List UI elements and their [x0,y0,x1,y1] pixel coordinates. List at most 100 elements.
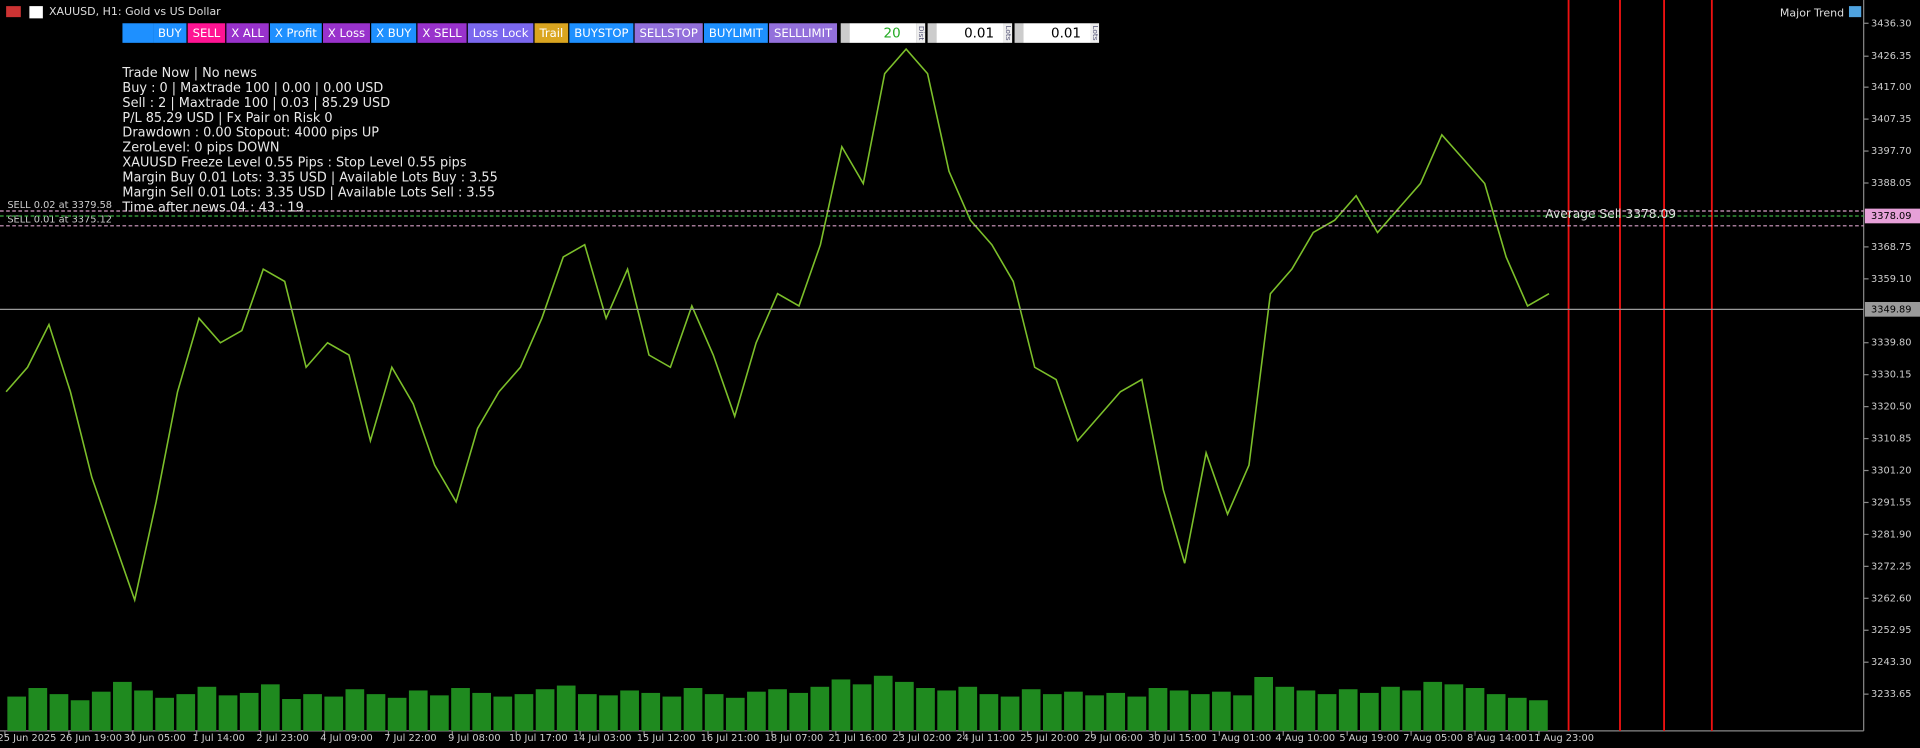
average-axis-bg [1864,208,1920,224]
toolbar-button[interactable] [153,23,187,43]
volume-bar [704,694,724,731]
input-box[interactable] [849,23,917,43]
toolbar-button-label[interactable]: X BUY [376,26,412,40]
info-line: Margin Buy 0.01 Lots: 3.35 USD | Availab… [122,171,497,186]
volume-bar [176,694,196,731]
toolbar-button[interactable] [634,23,703,43]
volume-bar [916,688,935,731]
spin-minus[interactable] [1014,23,1024,43]
x-tick-label: 23 Jul 02:00 [892,733,951,744]
y-tick-label: 3339.80 [1871,338,1911,349]
y-tick-label: 3281.90 [1871,529,1911,540]
toolbar-button[interactable] [371,23,417,43]
input-box[interactable] [1023,23,1091,43]
input-caption: Lots [1091,25,1100,40]
y-tick-label: 3397.70 [1871,146,1911,157]
volume-bar [113,681,132,731]
volume-bar [831,679,851,731]
toolbar-button-label[interactable]: X ALL [231,26,264,40]
current-axis-label: 3349.89 [1871,304,1911,315]
chart-icon [29,6,43,19]
toolbar-button-label[interactable]: Trail [538,26,563,40]
volume-bar [493,696,513,731]
toolbar-button-label[interactable]: SELLLIMIT [774,26,833,40]
input-value[interactable]: 0.01 [964,27,994,42]
price-line [5,47,1550,603]
input-caption: Lots [1004,25,1013,40]
toolbar-button-label[interactable]: SELLSTOP [640,26,698,40]
x-tick-label: 29 Jul 06:00 [1084,733,1143,744]
x-tick-label: 4 Aug 10:00 [1275,733,1335,744]
volume-bar [1106,692,1126,731]
volume-bar [1042,694,1062,731]
caption-box [1090,23,1100,43]
x-tick-label: 25 Jun 2025 [0,733,56,744]
volume-bar [958,686,978,731]
spin-minus[interactable] [840,23,850,43]
toolbar-button-label[interactable]: BUYLIMIT [709,26,764,40]
toolbar-button[interactable] [323,23,370,43]
x-tick-label: 7 Aug 05:00 [1403,733,1463,744]
x-tick-label: 1 Aug 01:00 [1212,733,1272,744]
volume-bar [134,690,153,731]
volume-bar [1359,692,1379,731]
average-axis-label: 3378.09 [1871,211,1911,222]
x-tick-label: 26 Jun 19:00 [60,733,122,744]
x-tick-label: 16 Jul 21:00 [701,733,760,744]
toolbar-button[interactable] [187,23,226,43]
toolbar-button[interactable] [534,23,569,43]
y-tick-label: 3407.35 [1871,114,1911,125]
input-box[interactable] [936,23,1004,43]
volume-bar [1338,689,1358,731]
y-tick-label: 3330.15 [1871,370,1911,381]
spin-minus[interactable] [927,23,937,43]
x-tick-label: 15 Jul 12:00 [637,733,696,744]
x-tick-label: 30 Jun 05:00 [124,733,186,744]
volume-bar [1254,676,1273,731]
toolbar-button[interactable] [226,23,269,43]
volume-bar [260,684,280,731]
x-tick-label: 1 Jul 14:00 [192,733,244,744]
order-label: SELL 0.01 at 3375.12 [7,215,112,226]
toolbar-button-label[interactable]: X Profit [275,26,317,40]
volume-bar [683,688,703,731]
menu-button[interactable] [122,23,154,43]
volume-bar [1507,697,1527,731]
volume-bar [218,695,238,731]
toolbar-button[interactable] [703,23,768,43]
toolbar-button-label[interactable]: Loss Lock [473,26,529,40]
y-tick-label: 3436.30 [1871,18,1911,29]
y-tick-label: 3262.60 [1871,593,1911,604]
toolbar-button[interactable] [417,23,467,43]
input-value[interactable]: 0.01 [1051,27,1081,42]
toolbar-button-label[interactable]: BUY [158,26,182,40]
toolbar-button[interactable] [569,23,634,43]
input-value[interactable]: 20 [884,27,901,42]
volume-bar [345,689,365,731]
toolbar-button[interactable] [467,23,534,43]
toolbar-button-label[interactable]: SELL [193,26,221,40]
toolbar-button[interactable] [269,23,322,43]
x-tick-label: 30 Jul 15:00 [1148,733,1207,744]
average-label: Average Sell 3378.09 [1545,207,1676,221]
volume-bar [1275,686,1295,731]
y-tick-label: 3417.00 [1871,82,1911,93]
toolbar-button[interactable] [769,23,838,43]
toolbar-button-label[interactable]: BUYSTOP [574,26,628,40]
x-tick-label: 18 Jul 07:00 [765,733,824,744]
volume-bar [662,696,682,731]
volume-bar [1296,690,1316,731]
volume-bar [979,694,999,731]
toolbar-button-label[interactable]: X SELL [422,26,462,40]
y-tick-label: 3233.65 [1871,689,1911,700]
x-tick-label: 10 Jul 17:00 [509,733,568,744]
info-line: Buy : 0 | Maxtrade 100 | 0.00 | 0.00 USD [122,81,383,96]
info-line: Trade Now | No news [121,66,257,81]
volume-bar [197,686,217,731]
volume-bar [1402,690,1421,731]
toolbar-button-label[interactable]: X Loss [328,26,365,40]
input-caption: Dist [917,26,926,40]
y-tick-label: 3368.75 [1871,242,1911,253]
volume-bar [535,689,555,731]
